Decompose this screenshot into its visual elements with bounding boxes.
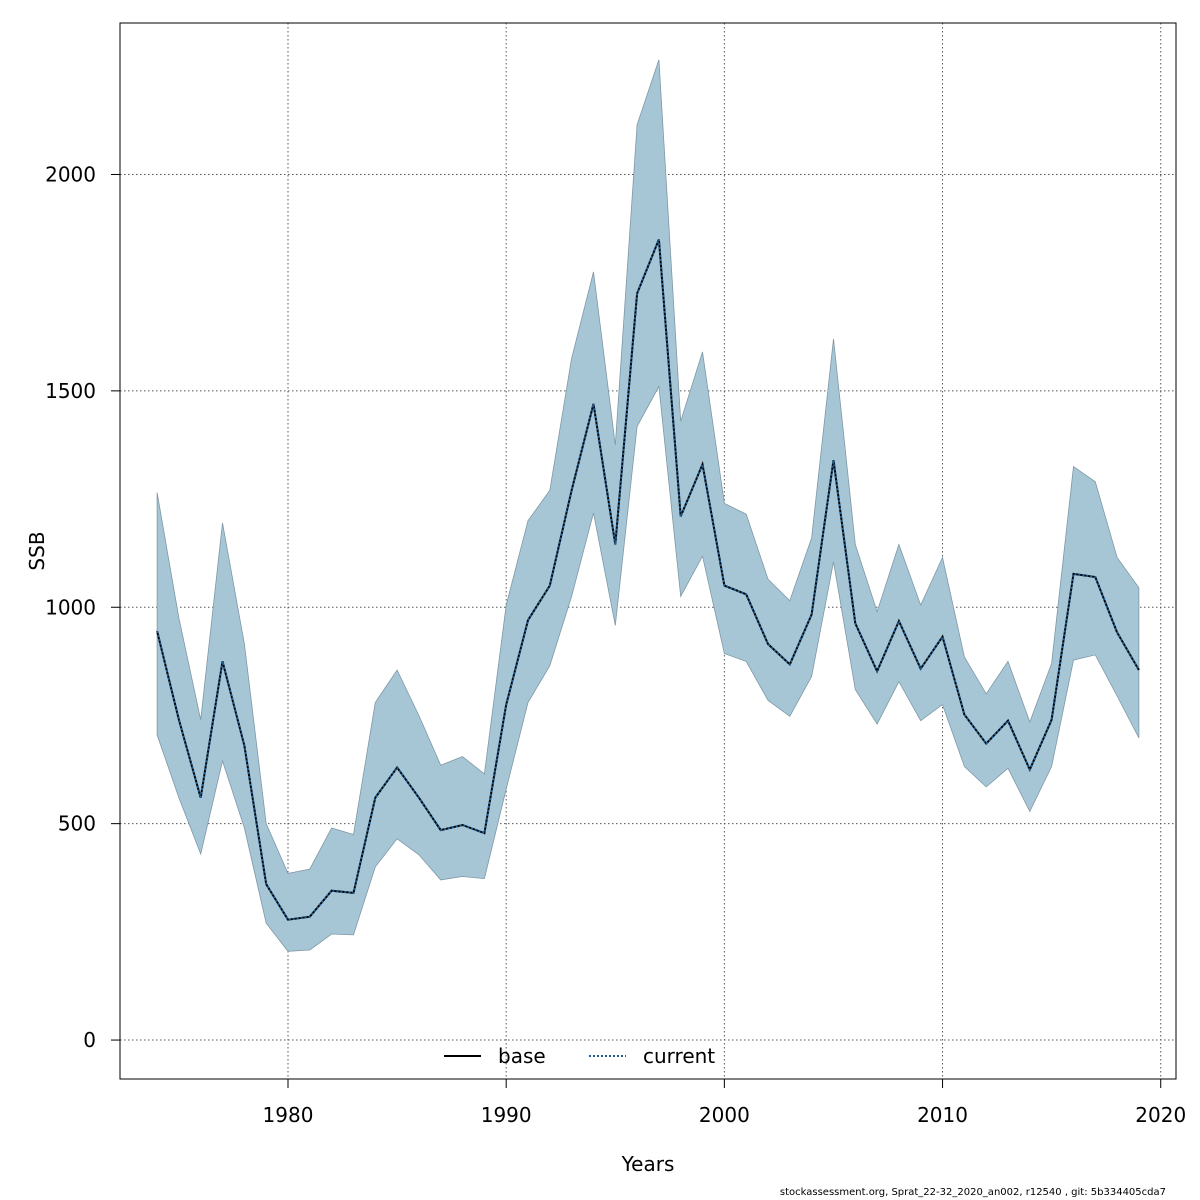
series-lines [156, 239, 1140, 921]
x-tick-label-2000: 2000 [699, 1103, 750, 1127]
confidence-band-area [156, 59, 1140, 952]
x-tick-label-2010: 2010 [917, 1103, 968, 1127]
x-axis: 1980 1990 2000 2010 2020 [263, 1078, 1186, 1127]
y-tick-label-500: 500 [58, 812, 96, 836]
x-tick-label-1980: 1980 [263, 1103, 314, 1127]
series-line-current [156, 239, 1140, 921]
x-tick-label-1990: 1990 [481, 1103, 532, 1127]
footer-credit: stockassessment.org, Sprat_22-32_2020_an… [779, 1187, 1166, 1198]
legend: base current [444, 1044, 715, 1068]
y-axis: 0 500 1000 1500 2000 [45, 162, 121, 1052]
y-tick-label-1000: 1000 [45, 595, 96, 619]
legend-label-current: current [643, 1044, 715, 1068]
confidence-band [156, 59, 1140, 952]
y-axis-title: SSB [25, 531, 49, 570]
y-tick-label-1500: 1500 [45, 379, 96, 403]
y-tick-label-2000: 2000 [45, 162, 96, 186]
y-tick-label-0: 0 [83, 1028, 96, 1052]
legend-label-base: base [498, 1044, 546, 1068]
x-tick-label-2020: 2020 [1135, 1103, 1186, 1127]
x-axis-title: Years [621, 1152, 675, 1176]
